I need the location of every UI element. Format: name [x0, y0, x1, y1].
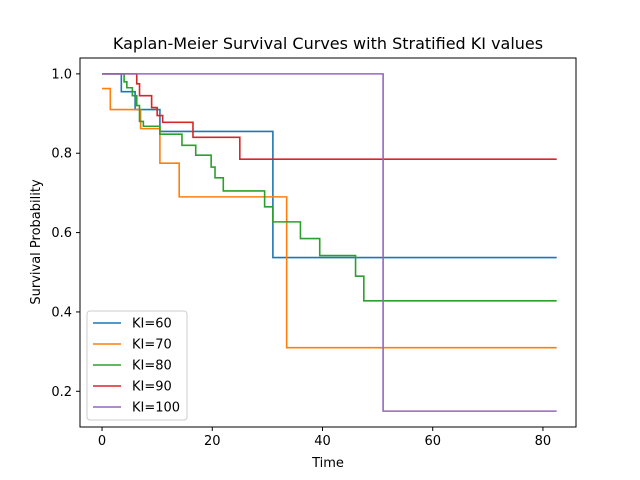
x-tick-label: 60 [424, 434, 441, 449]
series-line-ki-80 [102, 73, 557, 302]
chart-title: Kaplan-Meier Survival Curves with Strati… [113, 34, 543, 53]
y-tick-label: 0.2 [51, 385, 72, 400]
series-layer [102, 73, 557, 412]
x-axis-label: Time [311, 456, 344, 471]
y-tick-label: 0.8 [51, 147, 72, 162]
series-line-ki-60 [102, 73, 557, 259]
y-axis-label: Survival Probability [29, 179, 44, 305]
legend-label: KI=60 [132, 317, 172, 332]
legend-label: KI=80 [132, 359, 172, 374]
legend-label: KI=90 [132, 380, 172, 395]
y-tick-label: 1.0 [51, 67, 72, 82]
y-axis: 0.2 0.4 0.6 0.8 1.0 [51, 67, 80, 400]
series-line-ki-100 [102, 73, 557, 412]
x-tick-label: 80 [535, 434, 552, 449]
legend: KI=60 KI=70 KI=80 KI=90 KI=100 [86, 310, 188, 421]
legend-frame [86, 310, 188, 421]
x-tick-label: 20 [204, 434, 221, 449]
legend-label: KI=100 [132, 401, 180, 416]
legend-label: KI=70 [132, 338, 172, 353]
x-tick-label: 40 [314, 434, 331, 449]
x-tick-label: 0 [98, 434, 106, 449]
x-axis: 0 20 40 60 80 [98, 427, 551, 449]
y-tick-label: 0.6 [51, 226, 72, 241]
plot-frame [79, 57, 577, 428]
series-line-ki-90 [102, 73, 557, 160]
y-tick-label: 0.4 [51, 305, 72, 320]
